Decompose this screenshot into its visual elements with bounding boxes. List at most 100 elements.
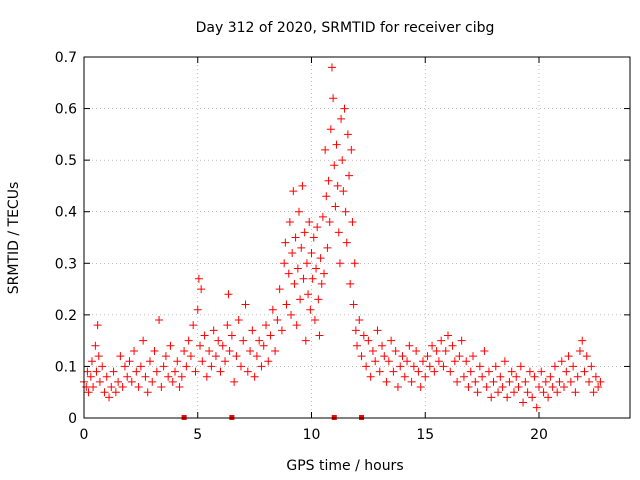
data-point [523, 388, 532, 397]
data-point [250, 372, 259, 381]
data-point [266, 331, 275, 340]
data-point [186, 352, 195, 361]
data-point [166, 341, 175, 350]
data-point [391, 346, 400, 355]
data-point [159, 362, 168, 371]
data-point [324, 176, 333, 185]
data-point [236, 362, 245, 371]
data-point [273, 316, 282, 325]
data-point [514, 383, 523, 392]
data-point [320, 269, 329, 278]
data-point [368, 346, 377, 355]
data-point [348, 218, 357, 227]
data-point [182, 362, 191, 371]
data-point [571, 388, 580, 397]
data-point [246, 346, 255, 355]
data-point [330, 161, 339, 170]
data-point [287, 310, 296, 319]
data-point [432, 346, 441, 355]
data-point [335, 259, 344, 268]
data-point [407, 377, 416, 386]
data-point [308, 274, 317, 283]
data-point [500, 357, 509, 366]
data-point [262, 321, 270, 330]
x-tick-label: 15 [416, 427, 434, 443]
x-tick-label: 20 [530, 427, 548, 443]
data-point [315, 331, 324, 340]
data-point [530, 372, 539, 381]
data-point [519, 398, 528, 407]
x-tick-label: 0 [80, 427, 89, 443]
data-point [564, 352, 573, 361]
data-point [214, 336, 223, 345]
data-point [120, 362, 129, 371]
chart-title: Day 312 of 2020, SRMTID for receiver cib… [196, 20, 495, 36]
data-point [569, 362, 578, 371]
data-point [491, 362, 500, 371]
y-tick-label: 0.5 [55, 153, 77, 169]
data-point [92, 367, 101, 376]
data-point [345, 171, 354, 180]
data-point [313, 223, 322, 232]
data-point [478, 372, 487, 381]
data-point [378, 341, 387, 350]
data-point [93, 321, 102, 330]
data-point [409, 362, 418, 371]
data-point [334, 228, 343, 237]
x-tick-label: 10 [303, 427, 321, 443]
data-point [331, 202, 340, 211]
y-tick-label: 0.6 [55, 102, 77, 118]
data-point [475, 362, 484, 371]
data-point [528, 393, 537, 402]
data-point [421, 372, 430, 381]
data-point [338, 156, 347, 165]
data-point [373, 326, 382, 335]
data-point [321, 145, 330, 154]
data-point [471, 377, 480, 386]
data-point [560, 383, 569, 392]
data-point [109, 367, 118, 376]
data-point [281, 238, 290, 247]
data-point [310, 316, 319, 325]
data-point [312, 264, 321, 273]
data-point [362, 362, 371, 371]
data-point [202, 372, 211, 381]
data-point [83, 367, 92, 376]
data-point [480, 346, 489, 355]
data-point [271, 346, 280, 355]
data-point [342, 238, 351, 247]
data-point [453, 377, 462, 386]
data-point [351, 326, 360, 335]
data-point [428, 341, 437, 350]
y-tick-label: 0.4 [55, 205, 77, 221]
data-point [347, 145, 356, 154]
data-point [333, 181, 342, 190]
data-point [384, 357, 393, 366]
data-point [292, 321, 301, 330]
axis-ticks: 0 5 10 15 20 0 0.1 0.2 0.3 0.4 0.5 0.6 0.7 [55, 50, 630, 443]
data-point [299, 274, 308, 283]
data-point [123, 372, 132, 381]
data-point [537, 367, 546, 376]
data-point [382, 377, 391, 386]
data-point [434, 357, 443, 366]
data-point [230, 377, 239, 386]
data-point [416, 383, 425, 392]
data-point [448, 341, 457, 350]
data-point [557, 357, 566, 366]
data-point [548, 383, 557, 392]
data-point [127, 377, 136, 386]
data-point [455, 352, 464, 361]
data-point [289, 187, 298, 196]
data-point [257, 362, 266, 371]
data-point [591, 372, 600, 381]
data-point [89, 383, 98, 392]
data-point [243, 367, 252, 376]
y-tick-label: 0.3 [55, 256, 77, 272]
data-point [316, 254, 325, 263]
data-point [325, 218, 334, 227]
data-point [464, 383, 473, 392]
data-point [498, 383, 507, 392]
data-point [284, 269, 293, 278]
